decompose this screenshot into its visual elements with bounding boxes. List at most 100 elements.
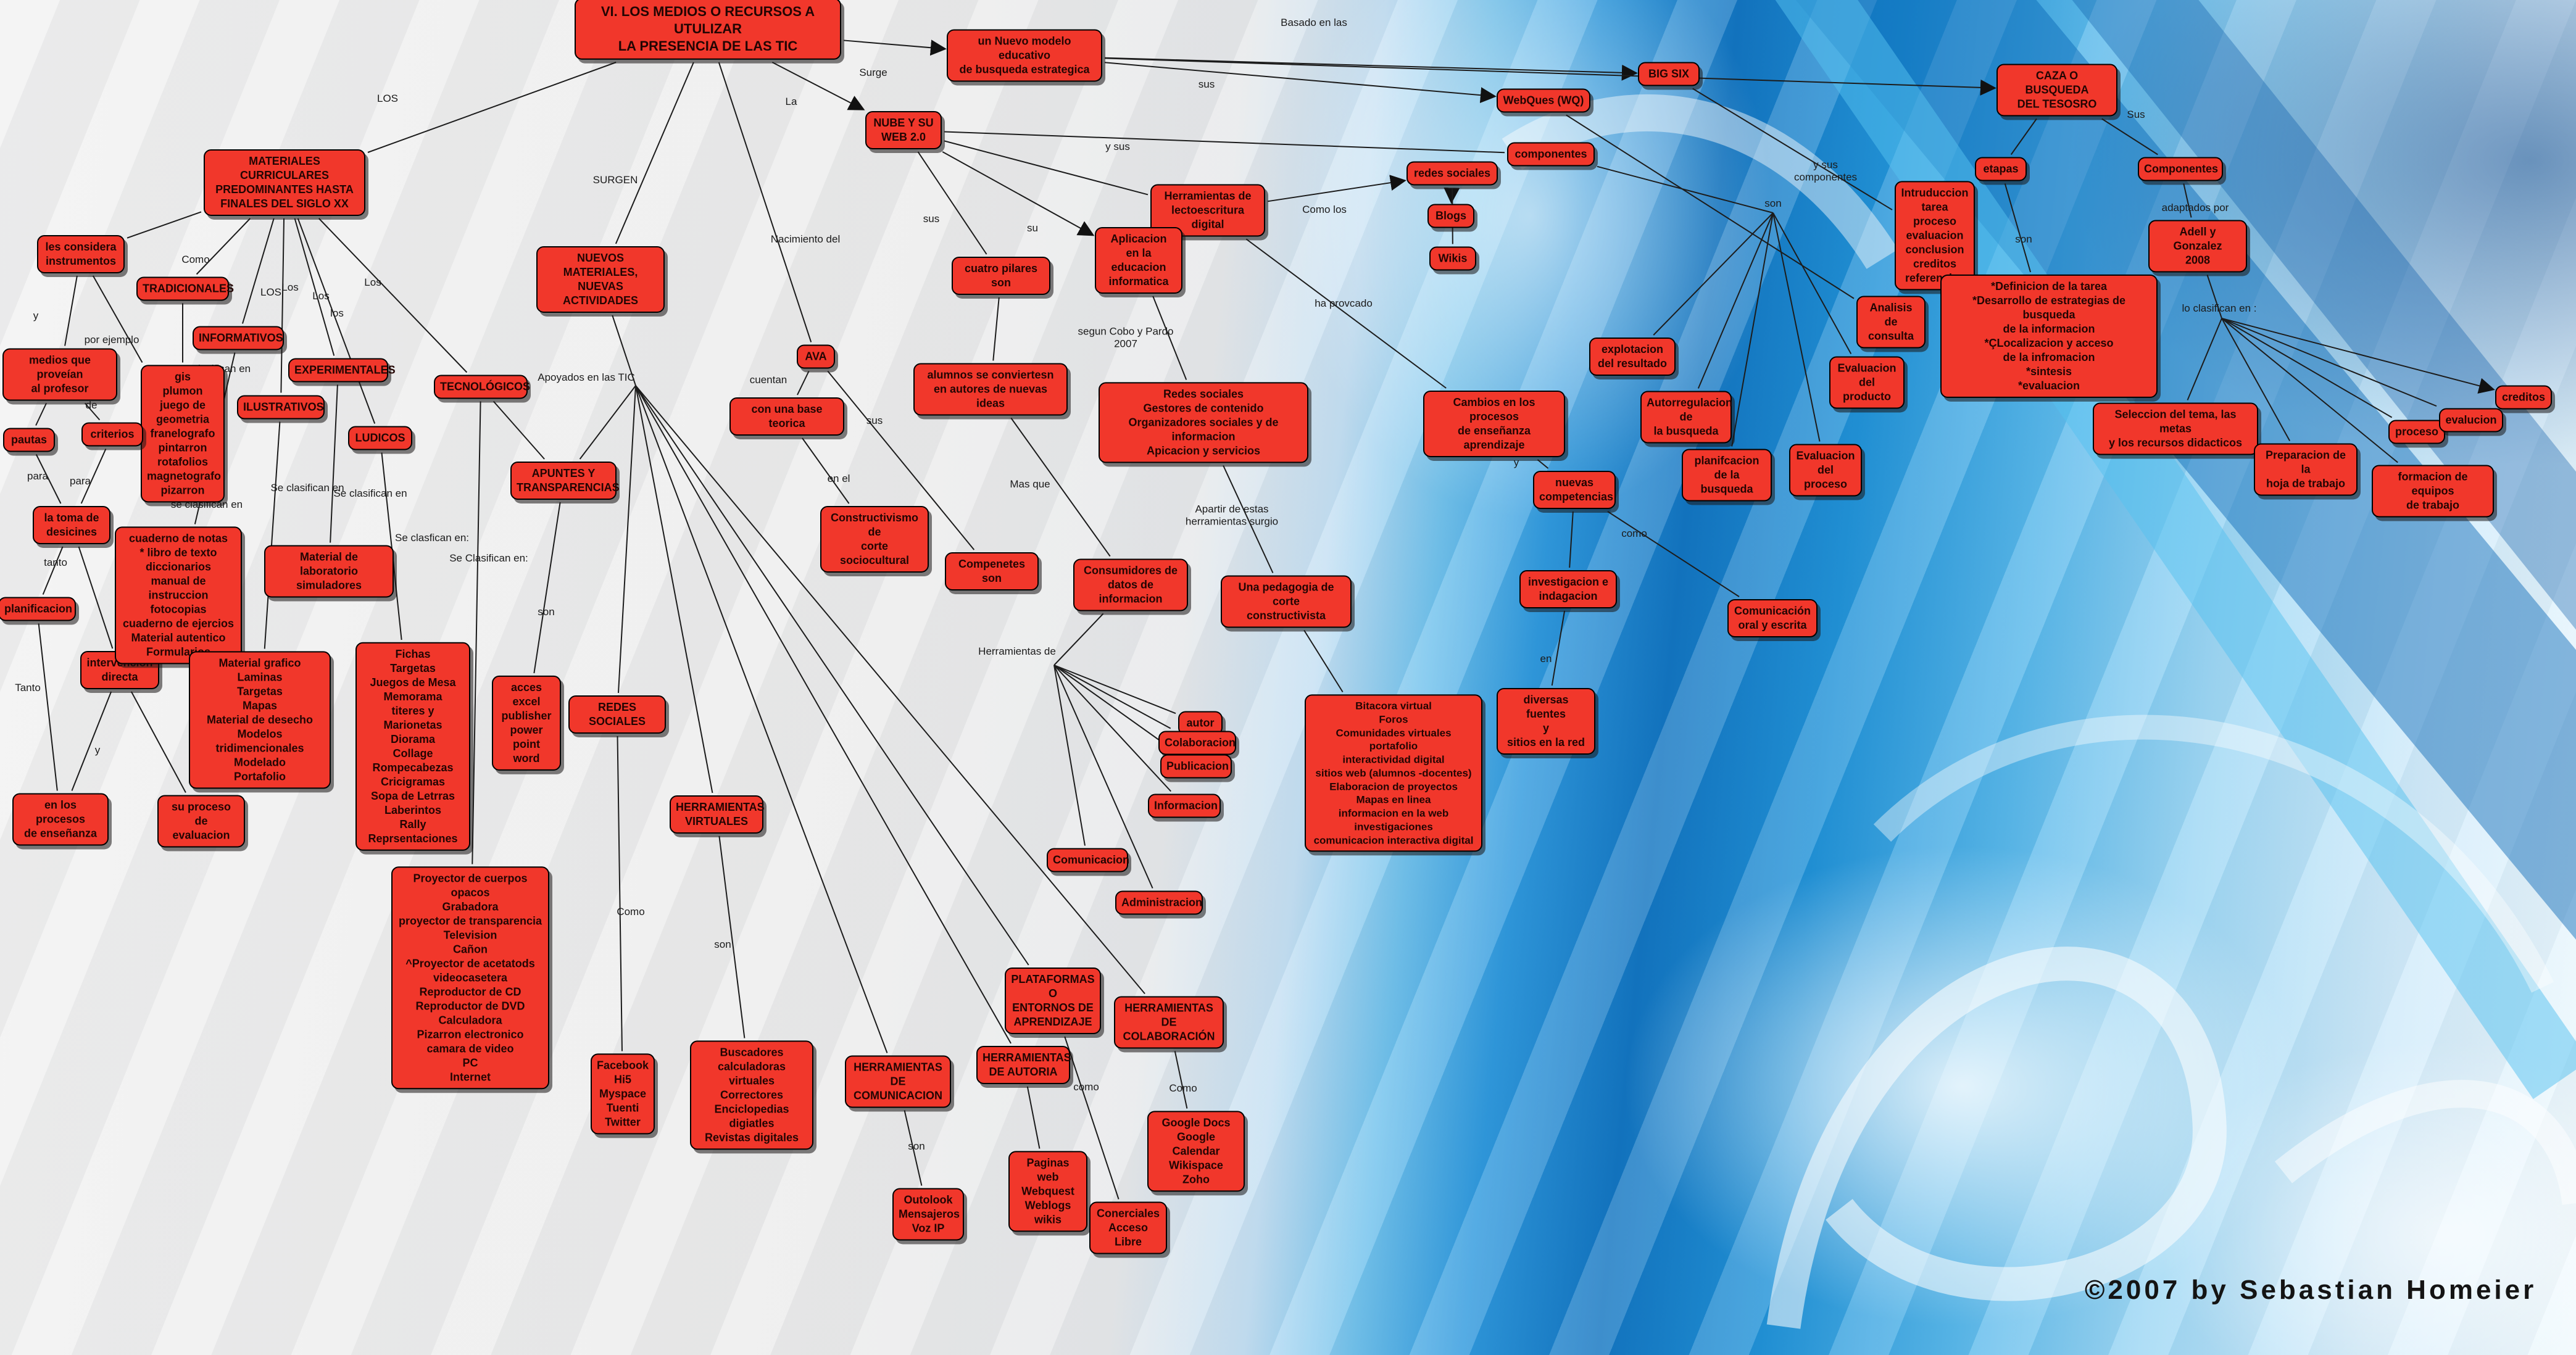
node-analisis[interactable]: Analisis de consulta <box>1856 296 1926 349</box>
node-alumnos[interactable]: alumnos se conviertesn en autores de nue… <box>913 363 1068 416</box>
node-herr-virtuales[interactable]: HERRAMIENTAS VIRTUALES <box>670 795 765 834</box>
node-comunicacion-oral[interactable]: Comunicación oral y escrita <box>1727 599 1818 638</box>
node-big-six[interactable]: BIG SIX <box>1638 62 1700 86</box>
node-constructivismo[interactable]: Constructivismo de corte sociocultural <box>820 505 929 573</box>
node-adell[interactable]: Adell y Gonzalez 2008 <box>2148 220 2247 273</box>
node-tradicionales[interactable]: TRADICIONALES <box>136 276 234 301</box>
node-herr-comunicacion[interactable]: HERRAMIENTAS DE COMUNICACION <box>845 1055 951 1108</box>
node-redes-sociales1[interactable]: redes sociales <box>1406 161 1498 186</box>
edge-nube-herr-lecto <box>944 140 1149 196</box>
node-pautas[interactable]: pautas <box>3 428 55 452</box>
edge-toma-desicines-intervencion <box>78 546 114 649</box>
node-webques[interactable]: WebQues (WQ) <box>1497 88 1590 113</box>
node-caza[interactable]: CAZA O BUSQUEDA DEL TESOSRO <box>1996 64 2117 117</box>
node-investigacion[interactable]: investigacion e indagacion <box>1519 570 1617 609</box>
node-nuevos-materiales[interactable]: NUEVOS MATERIALES, NUEVAS ACTIVIDADES <box>536 246 665 313</box>
node-componentes1[interactable]: componentes <box>1507 142 1595 167</box>
node-formacion[interactable]: formacion de equipos de trabajo <box>2372 465 2494 518</box>
node-material-grafico[interactable]: Material grafico Laminas Targetas Mapas … <box>189 651 331 789</box>
edge-tecnologicos-apuntes <box>492 400 545 460</box>
node-facebook[interactable]: Facebook Hi5 Myspace Tuenti Twitter <box>591 1053 655 1135</box>
node-ava[interactable]: AVA <box>797 344 835 369</box>
node-experimentales[interactable]: EXPERIMENTALES <box>288 358 396 383</box>
node-google[interactable]: Google Docs Google Calendar Wikispace Zo… <box>1147 1111 1245 1192</box>
node-outolook[interactable]: Outolook Mensajeros Voz IP <box>892 1188 964 1241</box>
node-toma-desicines[interactable]: la toma de desicines <box>33 505 110 545</box>
node-pedagogia[interactable]: Una pedagogia de corte constructivista <box>1221 575 1352 628</box>
edge-materiales-curr-experimentales <box>294 218 335 356</box>
node-informacion[interactable]: Informacion <box>1148 794 1221 818</box>
node-comunicacion2[interactable]: Comunicacion <box>1047 848 1129 872</box>
node-herr-colaboracion[interactable]: HERRAMIENTAS DE COLABORACIÓN <box>1114 996 1224 1049</box>
node-proyector[interactable]: Proyector de cuerpos opacos Grabadora pr… <box>391 866 549 1090</box>
node-aplicacion[interactable]: Aplicacion en la educacion informatica <box>1095 226 1182 294</box>
node-conerciales[interactable]: Conerciales Acceso Libre <box>1089 1201 1167 1254</box>
node-componentes2[interactable]: Componentes <box>2138 157 2223 181</box>
node-su-proceso[interactable]: su proceso de evaluacion <box>157 795 245 848</box>
node-colaboracion[interactable]: Colaboracion <box>1158 731 1236 755</box>
node-apuntes[interactable]: APUNTES Y TRANSPARENCIAS <box>510 461 620 500</box>
node-buscadores[interactable]: Buscadores calculadoras virtuales Correc… <box>690 1040 813 1150</box>
edge-webques-analisis <box>1566 114 1855 299</box>
node-preparacion[interactable]: Preparacion de la hoja de trabajo <box>2254 443 2358 496</box>
node-en-procesos[interactable]: en los procesos de enseñanza <box>12 793 109 846</box>
node-redes-sociales2[interactable]: REDES SOCIALES <box>568 695 666 734</box>
node-nuevo-modelo[interactable]: un Nuevo modelo educativo de busqueda es… <box>947 29 1102 82</box>
edge-ludicos-fichas <box>381 452 402 640</box>
node-access[interactable]: acces excel publisher power point word <box>492 675 561 771</box>
node-definicion[interactable]: *Definicion de la tarea *Desarrollo de e… <box>1940 274 2158 399</box>
node-seleccion[interactable]: Seleccion del tema, las metas y los recu… <box>2093 402 2258 455</box>
node-medios-provean[interactable]: medios que proveían al profesor <box>2 348 117 401</box>
node-gis[interactable]: gis plumon juego de geometria franelogra… <box>141 365 225 503</box>
node-proceso[interactable]: proceso <box>2388 420 2445 444</box>
node-publicacion[interactable]: Publicacion <box>1160 754 1232 779</box>
node-administracion[interactable]: Administracion <box>1115 890 1203 915</box>
node-title[interactable]: VI. LOS MEDIOS O RECURSOS A UTULIZAR LA … <box>575 0 841 60</box>
node-intruduccion[interactable]: Intruduccion tarea proceso evaluacion co… <box>1895 181 1975 291</box>
node-redes-gestores[interactable]: Redes sociales Gestores de contenido Org… <box>1099 382 1308 463</box>
node-autorregulacion[interactable]: Autorregulacion de la busqueda <box>1640 391 1732 444</box>
edge-title-nube <box>771 62 865 110</box>
node-diversas[interactable]: diversas fuentes y sitios en la red <box>1497 687 1595 755</box>
node-evalucion[interactable]: evalucion <box>2439 408 2503 433</box>
edge-les-considera-medios-provean <box>64 275 78 346</box>
node-criterios[interactable]: criterios <box>81 422 143 447</box>
node-wikis[interactable]: Wikis <box>1429 246 1476 271</box>
node-etapas[interactable]: etapas <box>1975 157 2027 181</box>
edge-label-materiales-curr-tecnologicos: Los <box>364 276 381 288</box>
node-nube[interactable]: NUBE Y SU WEB 2.0 <box>865 110 942 150</box>
node-nuevas-competencias[interactable]: nuevas competencias <box>1533 470 1616 510</box>
node-cambios[interactable]: Cambios en los procesos de enseñanza apr… <box>1423 390 1565 458</box>
edge-medios-provean-criterios <box>84 402 101 421</box>
node-compenetes-son[interactable]: Compenetes son <box>945 552 1039 591</box>
node-tecnologicos[interactable]: TECNOLÓGICOS <box>434 375 530 399</box>
node-explotacion[interactable]: explotacion del resultado <box>1589 337 1676 376</box>
node-les-considera[interactable]: les considera instrumentos <box>37 234 125 274</box>
node-materiales-curr[interactable]: MATERIALES CURRICULARES PREDOMINANTES HA… <box>204 149 365 217</box>
node-evaluacion-proceso[interactable]: Evaluacion del proceso <box>1789 444 1862 497</box>
edge-herr-lecto-redes-sociales1 <box>1267 175 1406 202</box>
node-planifcacion-busqueda[interactable]: planifcacion de la busqueda <box>1682 449 1772 502</box>
node-plataformas[interactable]: PLATAFORMAS O ENTORNOS DE APRENDIZAJE <box>1005 967 1101 1035</box>
node-informativos[interactable]: INFORMATIVOS <box>193 326 284 350</box>
node-ilustrativos[interactable]: ILUSTRATIVOS <box>237 395 325 420</box>
floating-label-2: son <box>1764 197 1782 209</box>
edge-medios-provean-pautas <box>35 403 47 426</box>
node-creditos2[interactable]: creditos <box>2495 385 2552 410</box>
node-herr-lecto[interactable]: Herramientas de lectoescritura digital <box>1150 184 1265 237</box>
edge-base-teorica-constructivismo <box>802 437 850 504</box>
node-cuatro-pilares[interactable]: cuatro pilares son <box>952 256 1050 296</box>
node-evaluacion-producto[interactable]: Evaluacion del producto <box>1829 356 1905 409</box>
node-ludicos[interactable]: LUDICOS <box>348 426 412 450</box>
node-paginas[interactable]: Paginas web Webquest Weblogs wikis <box>1008 1151 1087 1232</box>
node-base-teorica[interactable]: con una base teorica <box>729 397 844 436</box>
node-cuaderno[interactable]: cuaderno de notas * libro de texto dicci… <box>115 526 242 665</box>
edge-son-hub-autorregulacion <box>1697 212 1774 389</box>
node-herr-autoria[interactable]: HERRAMIENTAS DE AUTORIA <box>976 1045 1071 1085</box>
node-material-lab[interactable]: Material de laboratorio simuladores <box>264 545 394 598</box>
node-blogs[interactable]: Blogs <box>1427 204 1474 228</box>
node-fichas[interactable]: Fichas Targetas Juegos de Mesa Memorama … <box>355 642 470 852</box>
node-planificacion[interactable]: planificacion <box>0 597 76 621</box>
node-consumidores[interactable]: Consumidores de datos de informacion <box>1073 558 1188 611</box>
node-bitacora[interactable]: Bitacora virtual Foros Comunidades virtu… <box>1305 694 1482 852</box>
